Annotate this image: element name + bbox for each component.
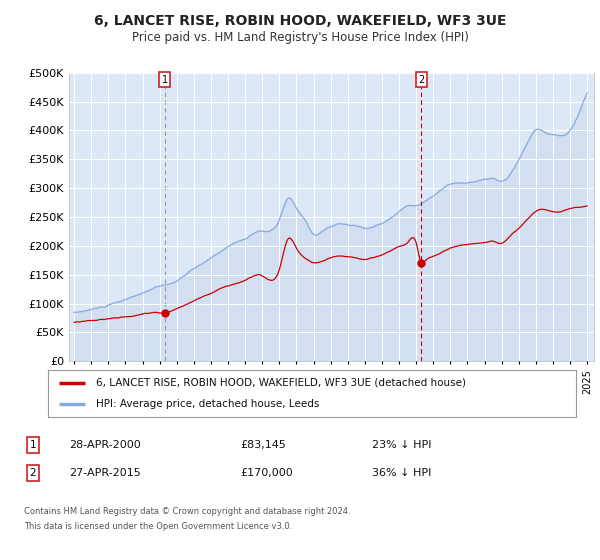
- Text: 36% ↓ HPI: 36% ↓ HPI: [372, 468, 431, 478]
- Text: 23% ↓ HPI: 23% ↓ HPI: [372, 440, 431, 450]
- Text: 2: 2: [29, 468, 37, 478]
- Text: 1: 1: [29, 440, 37, 450]
- Text: Contains HM Land Registry data © Crown copyright and database right 2024.: Contains HM Land Registry data © Crown c…: [24, 507, 350, 516]
- Text: HPI: Average price, detached house, Leeds: HPI: Average price, detached house, Leed…: [95, 399, 319, 409]
- Text: 27-APR-2015: 27-APR-2015: [69, 468, 141, 478]
- Text: 6, LANCET RISE, ROBIN HOOD, WAKEFIELD, WF3 3UE (detached house): 6, LANCET RISE, ROBIN HOOD, WAKEFIELD, W…: [95, 378, 466, 388]
- Text: Price paid vs. HM Land Registry's House Price Index (HPI): Price paid vs. HM Land Registry's House …: [131, 31, 469, 44]
- Text: 2: 2: [418, 74, 424, 85]
- Text: 28-APR-2000: 28-APR-2000: [69, 440, 141, 450]
- Text: £83,145: £83,145: [240, 440, 286, 450]
- Text: 1: 1: [162, 74, 168, 85]
- Text: £170,000: £170,000: [240, 468, 293, 478]
- Text: This data is licensed under the Open Government Licence v3.0.: This data is licensed under the Open Gov…: [24, 522, 292, 531]
- Text: 6, LANCET RISE, ROBIN HOOD, WAKEFIELD, WF3 3UE: 6, LANCET RISE, ROBIN HOOD, WAKEFIELD, W…: [94, 14, 506, 28]
